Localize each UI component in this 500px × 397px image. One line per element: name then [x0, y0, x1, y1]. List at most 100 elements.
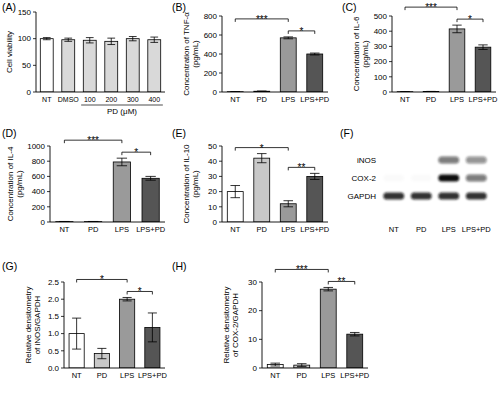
y-tick: [61, 316, 64, 317]
y-tick: [47, 146, 50, 147]
x-axis: [262, 368, 368, 369]
y-axis-label: Relative densitometry: [24, 287, 33, 364]
y-tick-label: 200: [32, 203, 46, 212]
error-line: [301, 364, 302, 367]
y-tick: [33, 65, 36, 66]
x-tick-label: PD: [88, 225, 99, 234]
y-axis: [64, 282, 65, 368]
y-axis-label: Concentration of IL-10: [182, 144, 191, 224]
error-cap: [478, 49, 487, 50]
x-axis: [392, 92, 496, 93]
y-tick-label: 10: [208, 203, 217, 212]
y-axis-label: of iNOS/GAPDH: [33, 295, 42, 354]
y-tick-label: 500: [374, 12, 388, 21]
y-axis-label: of COX-2/GAPDH: [231, 293, 240, 357]
error-bar: [283, 37, 293, 39]
blot-row-label: COX-2: [352, 174, 377, 183]
error-cap: [123, 300, 132, 301]
error-line: [111, 38, 112, 44]
error-cap: [283, 206, 293, 207]
x-axis: [222, 92, 328, 93]
y-axis: [36, 12, 37, 92]
y-tick-label: 600: [204, 31, 218, 40]
error-bar: [86, 38, 94, 43]
y-tick: [47, 191, 50, 192]
x-tick-label: NT: [42, 96, 52, 103]
x-tick-label: 300: [127, 96, 139, 103]
y-tick-label: 0.5: [48, 347, 60, 356]
x-tick-label: LPS: [321, 371, 335, 380]
bar: [307, 54, 323, 92]
error-line: [328, 287, 329, 290]
y-tick: [219, 54, 222, 55]
y-tick-label: 800: [32, 157, 46, 166]
y-tick-label: 0: [253, 364, 258, 373]
plot-area: [69, 297, 160, 368]
blot-band: [438, 175, 459, 182]
bar: [307, 176, 323, 222]
y-tick: [33, 92, 36, 93]
error-cap: [150, 42, 158, 43]
bar: [83, 40, 96, 92]
y-tick-label: 0: [383, 88, 388, 97]
y-tick: [33, 12, 36, 13]
y-tick: [389, 31, 392, 32]
y-tick: [47, 206, 50, 207]
x-axis-label: PD (μM): [107, 107, 137, 116]
panel-label: (B): [172, 1, 186, 13]
bar: [449, 29, 465, 92]
error-cap: [72, 349, 81, 350]
y-tick-label: 800: [204, 12, 218, 21]
blot-band: [383, 157, 404, 164]
error-line: [121, 158, 122, 166]
error-cap: [86, 37, 94, 38]
y-axis-label: (pg/mL): [191, 40, 200, 68]
error-cap: [43, 39, 51, 40]
y-axis-label: (pg/mL): [361, 40, 370, 68]
error-line: [483, 45, 484, 50]
error-cap: [72, 318, 81, 319]
y-tick: [61, 299, 64, 300]
y-axis: [222, 146, 223, 222]
error-line: [127, 297, 128, 300]
y-axis: [50, 146, 51, 222]
error-line: [288, 201, 289, 207]
error-bar: [257, 154, 267, 163]
error-line: [154, 37, 155, 42]
sig-label: ***: [256, 14, 268, 25]
y-tick-label: 100: [18, 34, 32, 43]
x-group-line: [81, 105, 163, 106]
x-tick-label: LPS+PD: [300, 95, 330, 104]
y-tick-label: 1.5: [48, 312, 60, 321]
x-axis: [222, 222, 328, 223]
error-bar: [270, 363, 280, 366]
error-cap: [350, 332, 360, 333]
y-tick-label: 0: [213, 218, 218, 227]
y-tick: [219, 146, 222, 147]
y-tick: [259, 339, 262, 340]
y-axis-label: Concentration of IL-6: [352, 16, 361, 91]
error-bar: [350, 332, 360, 335]
error-bar: [129, 37, 137, 41]
error-bar: [283, 201, 293, 207]
y-tick-label: 30: [248, 278, 257, 287]
error-bar: [97, 348, 106, 358]
error-cap: [310, 54, 320, 55]
bar: [62, 40, 75, 92]
x-tick-label: PD: [97, 371, 108, 380]
x-axis: [64, 368, 165, 369]
error-bar: [230, 186, 240, 198]
plot-area: [40, 37, 160, 92]
y-tick-label: 0: [41, 218, 46, 227]
error-cap: [64, 41, 72, 42]
panel-label: (F): [340, 127, 353, 139]
error-cap: [107, 38, 115, 39]
plot-area: [397, 25, 491, 92]
y-tick-label: 50: [22, 61, 31, 70]
error-cap: [283, 36, 293, 37]
error-cap: [123, 297, 132, 298]
error-bar: [148, 313, 157, 342]
bar: [105, 41, 118, 92]
error-line: [132, 37, 133, 41]
error-cap: [478, 44, 487, 45]
